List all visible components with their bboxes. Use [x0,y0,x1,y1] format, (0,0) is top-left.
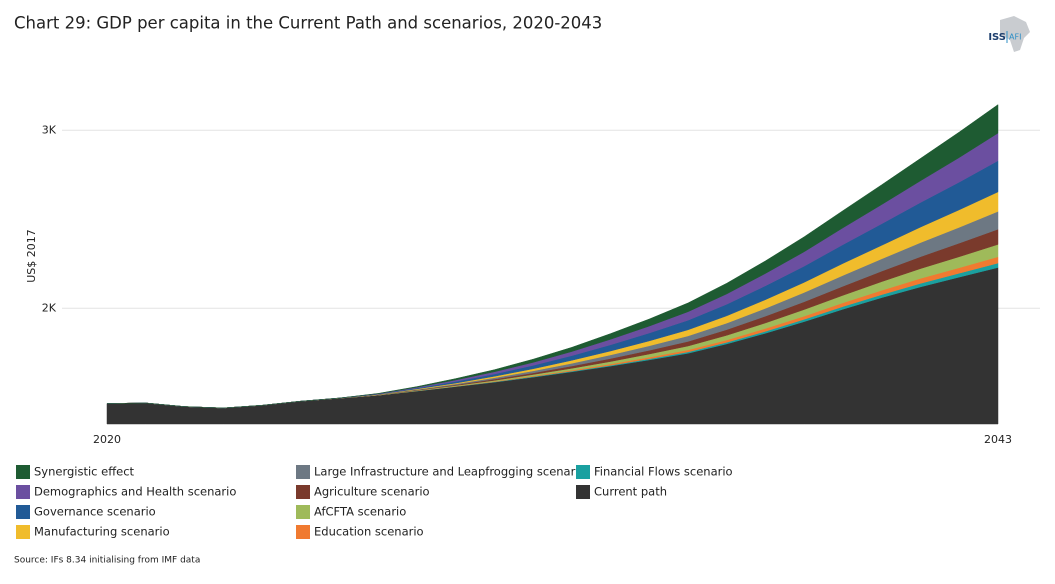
legend-label: Large Infrastructure and Leapfrogging sc… [314,465,586,479]
legend-swatch [576,465,590,479]
legend-swatch [16,525,30,539]
x-tick-label: 2020 [93,433,121,446]
legend-label: Agriculture scenario [314,485,430,499]
y-tick-label: 3K [42,123,57,136]
source: Source: IFs 8.34 initialising from IMF d… [14,556,200,566]
area [106,104,999,409]
legend-label: Financial Flows scenario [594,465,733,479]
legend-label: Current path [594,485,667,499]
chart-title: Chart 29: GDP per capita in the Current … [14,14,602,33]
legend-swatch [296,505,310,519]
legend-label: Education scenario [314,525,424,539]
legend-swatch [296,485,310,499]
legend-label: AfCFTA scenario [314,505,406,519]
legend-label: Governance scenario [34,505,156,519]
logo-left: ISS [988,32,1006,43]
legend-label: Synergistic effect [34,465,135,479]
legend-swatch [16,505,30,519]
y-tick-label: 2K [42,301,57,314]
logo-right: AFI [1009,33,1021,42]
x-tick-label: 2043 [984,433,1012,446]
legend-swatch [16,485,30,499]
legend-swatch [576,485,590,499]
legend-swatch [16,465,30,479]
y-axis-label: US$ 2017 [25,229,38,283]
legend-swatch [296,465,310,479]
logo-shape [1000,16,1030,52]
legend-swatch [296,525,310,539]
legend-label: Manufacturing scenario [34,525,170,539]
legend-label: Demographics and Health scenario [34,485,236,499]
